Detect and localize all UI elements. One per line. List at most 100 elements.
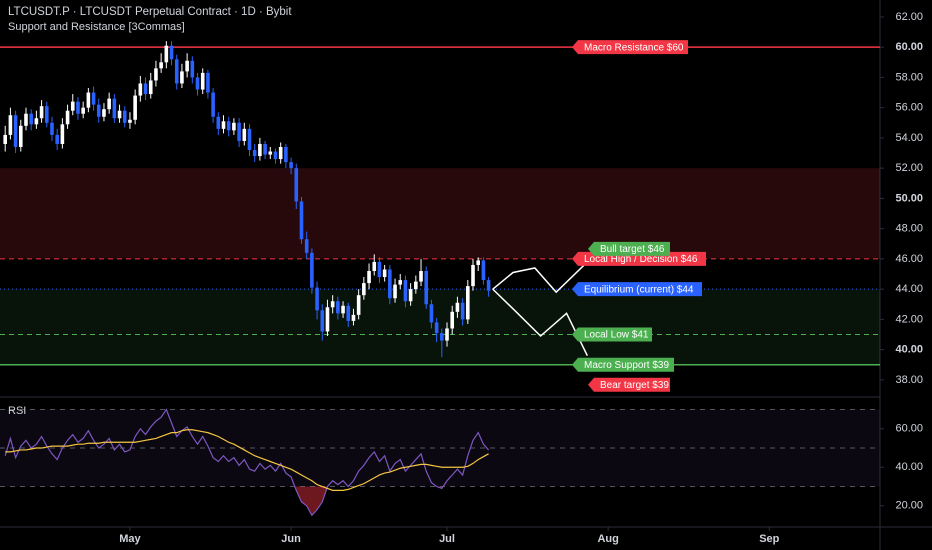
candle-body xyxy=(419,270,423,282)
candle-body xyxy=(247,128,252,151)
candle-body xyxy=(304,239,309,253)
candle-body xyxy=(159,62,163,69)
candle-body xyxy=(268,151,273,155)
y-tick-label: 58.00 xyxy=(895,71,923,83)
candle-body xyxy=(50,122,54,135)
candle-body xyxy=(154,68,158,81)
y-tick-label: 42.00 xyxy=(895,313,923,325)
y-tick-label: 50.00 xyxy=(895,192,923,204)
level-tag: Macro Resistance $60 xyxy=(572,40,688,55)
candle-body xyxy=(91,92,96,105)
target-tag-shape xyxy=(588,241,670,256)
candle-body xyxy=(455,302,460,312)
projection-path xyxy=(492,288,589,357)
candle-body xyxy=(377,261,382,278)
candle-body xyxy=(388,269,392,299)
candle-body xyxy=(466,286,470,320)
x-tick-label: Jul xyxy=(439,533,455,545)
y-tick-label: 48.00 xyxy=(895,223,923,235)
candle-body xyxy=(76,101,80,114)
candle-body xyxy=(346,305,351,321)
candle-body xyxy=(372,261,377,271)
candle-body xyxy=(185,60,189,72)
candle-body xyxy=(320,310,325,332)
level-tag-label: Equilibrium (current) $44 xyxy=(584,284,694,295)
candle-body xyxy=(206,72,210,93)
level-tag: Local Low $41 xyxy=(572,327,652,342)
candle-body xyxy=(362,283,366,296)
candle-body xyxy=(263,143,267,155)
projection-path xyxy=(492,261,588,294)
candle-body xyxy=(289,162,293,169)
candle-body xyxy=(180,71,184,84)
y-tick-label: 40.00 xyxy=(895,461,923,473)
zone xyxy=(0,289,880,365)
candle-body xyxy=(258,143,262,157)
candle-body xyxy=(294,168,299,202)
chart-subtitle: Support and Resistance [3Commas] xyxy=(8,21,185,33)
level-tag-shape xyxy=(572,282,702,297)
rsi-title: RSI xyxy=(8,405,26,417)
y-tick-label: 56.00 xyxy=(895,102,923,114)
candle-body xyxy=(190,60,195,78)
candle-body xyxy=(460,302,465,320)
candle-body xyxy=(398,280,403,285)
candle-body xyxy=(60,124,65,144)
candle-body xyxy=(112,98,117,119)
candle-body xyxy=(336,301,340,314)
candle-body xyxy=(117,110,122,119)
candle-body xyxy=(315,287,319,311)
candle-body xyxy=(414,281,418,290)
y-tick-label: 20.00 xyxy=(895,500,923,512)
candle-body xyxy=(221,121,226,129)
chart-title: LTCUSDT.P · LTCUSDT Perpetual Contract ·… xyxy=(8,6,292,18)
y-tick-label: 54.00 xyxy=(895,132,923,144)
target-tag-label: Bull target $46 xyxy=(600,244,665,255)
candle-body xyxy=(445,328,449,341)
candle-body xyxy=(299,201,304,240)
level-tag-label: Local Low $41 xyxy=(584,330,649,341)
candle-body xyxy=(393,284,397,299)
candle-body xyxy=(440,332,444,341)
candle-body xyxy=(102,109,106,117)
candle-body xyxy=(24,113,28,126)
candle-body xyxy=(86,92,91,108)
candle-body xyxy=(216,116,221,129)
candle-body xyxy=(34,118,39,125)
target-tag-label: Bear target $39 xyxy=(600,380,669,391)
candle-body xyxy=(476,260,481,265)
candle-body xyxy=(278,146,283,160)
candle-body xyxy=(164,45,169,63)
target-tag-shape xyxy=(588,377,670,392)
level-tag-label: Local High / Decision $46 xyxy=(584,254,698,265)
x-tick-label: Aug xyxy=(597,533,618,545)
candle-body xyxy=(403,280,408,302)
candle-body xyxy=(55,134,59,144)
candle-body xyxy=(138,83,143,96)
level-tag-label: Macro Support $39 xyxy=(584,360,669,371)
level-tag: Equilibrium (current) $44 xyxy=(572,282,702,297)
candle-body xyxy=(325,307,330,332)
oversold-fill xyxy=(294,486,444,516)
candle-body xyxy=(356,295,361,315)
level-tag-label: Macro Resistance $60 xyxy=(584,42,684,53)
candle-body xyxy=(429,304,434,323)
candle-body xyxy=(242,128,247,141)
candle-body xyxy=(310,252,314,288)
candle-body xyxy=(143,83,148,95)
y-tick-label: 40.00 xyxy=(895,344,923,356)
y-tick-label: 60.00 xyxy=(895,423,923,435)
candle-body xyxy=(44,106,49,123)
candle-body xyxy=(382,269,387,278)
zone xyxy=(0,168,880,259)
candle-body xyxy=(237,122,241,141)
candle-body xyxy=(3,134,7,144)
x-tick-label: Sep xyxy=(759,533,779,545)
candle-body xyxy=(284,146,288,163)
target-tag: Bull target $46 xyxy=(588,241,670,256)
candle-body xyxy=(65,110,70,125)
candle-body xyxy=(408,289,413,302)
candle-body xyxy=(96,104,101,117)
candle-body xyxy=(434,322,439,333)
